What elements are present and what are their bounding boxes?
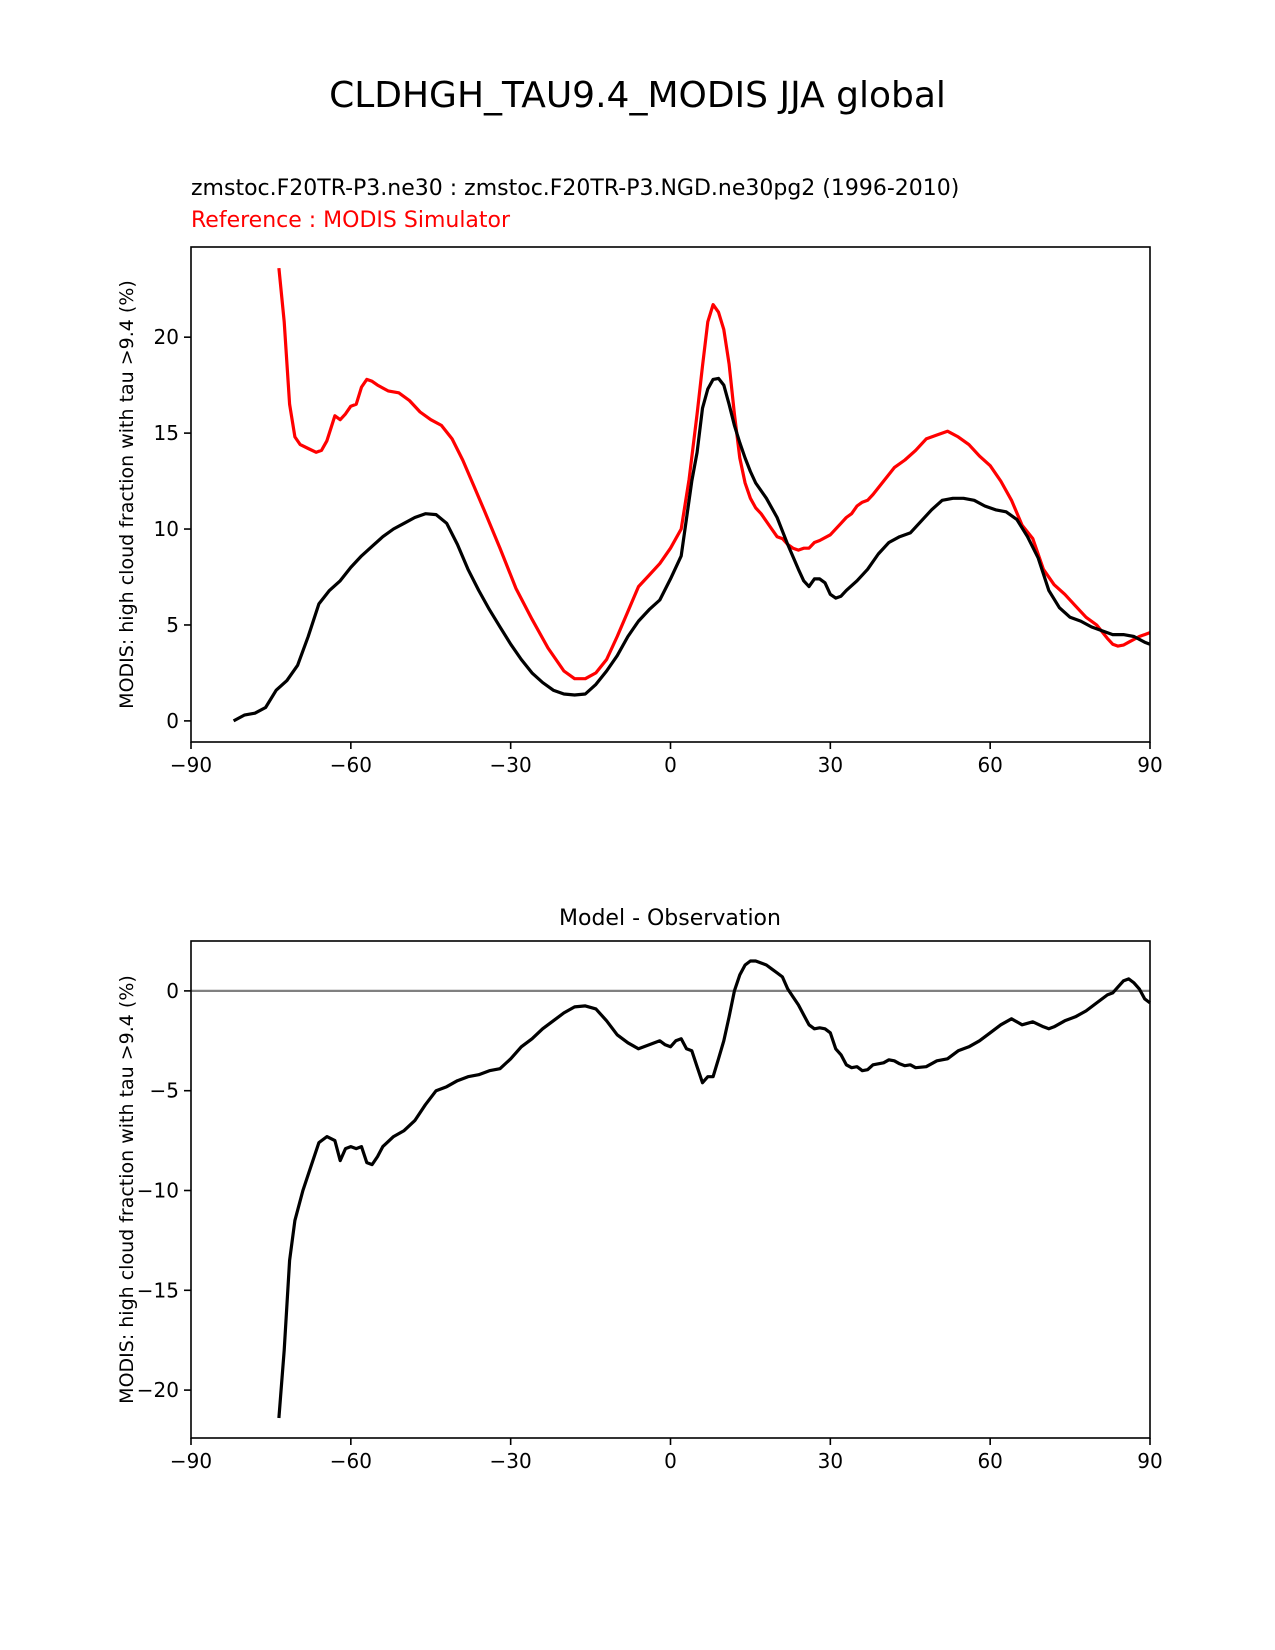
bottom-series-line-0 [277, 959, 1151, 1419]
bottom-x-tick-label: 60 [977, 1449, 1002, 1473]
bottom-axes-frame [190, 940, 1151, 1439]
top-x-tick-label: 30 [818, 753, 843, 777]
top-x-tick-label: −60 [330, 753, 372, 777]
bottom-x-tick-label: 0 [664, 1449, 677, 1473]
bottom-x-tick-label: 30 [818, 1449, 843, 1473]
bottom-y-tick-label: −10 [137, 1178, 179, 1202]
top-series-line-1 [232, 376, 1151, 723]
top-chart-reference-label: Reference : MODIS Simulator [191, 208, 511, 233]
top-chart-panel: −90 −60 −30 0 30 60 90 0 5 10 15 20 MODIS: high clou… [116, 246, 1163, 777]
top-x-tick-label: 0 [664, 753, 677, 777]
top-chart-subtitle: zmstoc.F20TR-P3.ne30 : zmstoc.F20TR-P3.N… [191, 176, 960, 201]
bottom-y-tick-label: 0 [166, 979, 179, 1003]
top-x-tick-label: −90 [170, 753, 212, 777]
bottom-y-tick-label: −5 [150, 1079, 179, 1103]
bottom-x-tick-label: 90 [1137, 1449, 1162, 1473]
top-y-tick-label: 5 [166, 613, 179, 637]
top-y-tick-label: 15 [154, 421, 179, 445]
top-x-tick-label: −30 [490, 753, 532, 777]
top-x-tick-label: 90 [1137, 753, 1162, 777]
figure-title: CLDHGH_TAU9.4_MODIS JJA global [329, 75, 946, 116]
top-y-tick-label: 20 [154, 325, 179, 349]
top-series-line-0 [277, 267, 1151, 681]
top-y-tick-label: 10 [154, 517, 179, 541]
top-y-tick-label: 0 [166, 709, 179, 733]
bottom-y-tick-label: −20 [137, 1378, 179, 1402]
bottom-y-axis-label: MODIS: high cloud fraction with tau >9.4… [116, 975, 138, 1404]
top-axes-frame [190, 246, 1151, 743]
bottom-chart-title: Model - Observation [559, 906, 781, 931]
bottom-x-tick-label: −90 [170, 1449, 212, 1473]
bottom-chart-panel: −90 −60 −30 0 30 60 90 −20 −15 −10 −5 0 MODIS: high … [116, 940, 1163, 1473]
bottom-x-tick-label: −30 [490, 1449, 532, 1473]
bottom-y-tick-label: −15 [137, 1278, 179, 1302]
top-y-axis-label: MODIS: high cloud fraction with tau >9.4… [116, 280, 138, 709]
top-x-tick-label: 60 [977, 753, 1002, 777]
bottom-x-tick-label: −60 [330, 1449, 372, 1473]
